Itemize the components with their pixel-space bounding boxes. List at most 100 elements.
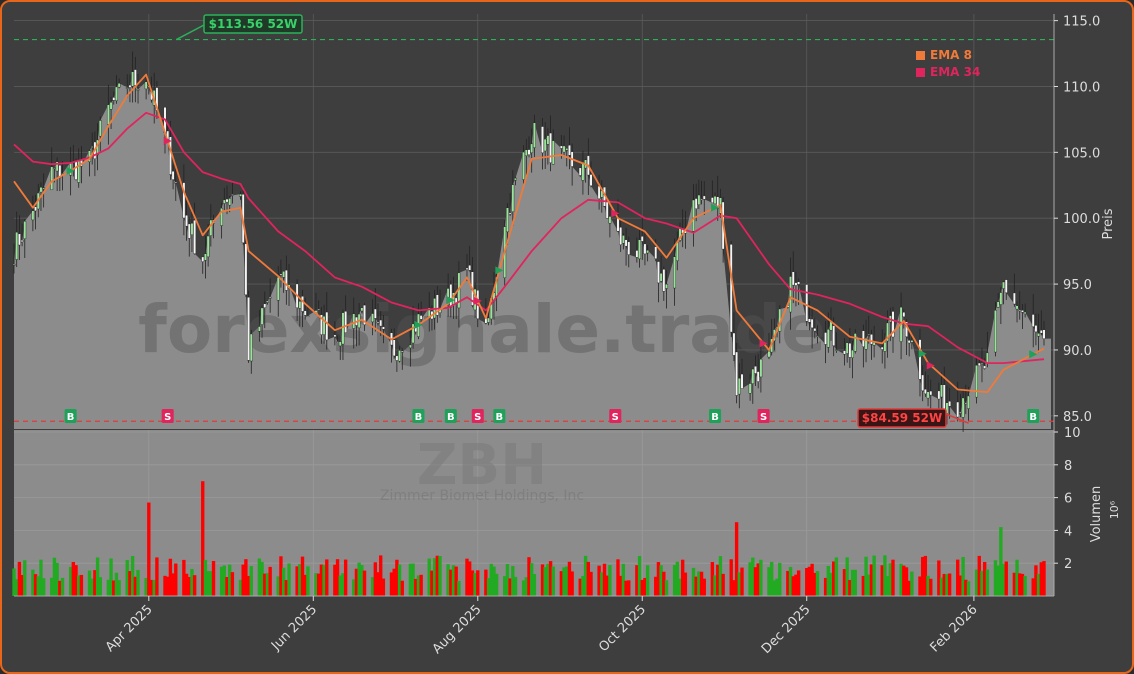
signal-marker — [446, 296, 455, 305]
candle-body — [408, 344, 412, 349]
signal-label: B — [496, 412, 504, 423]
volume-bar — [511, 566, 515, 596]
volume-bar — [600, 572, 604, 596]
volume-bar — [654, 576, 658, 596]
candle-body — [1018, 309, 1022, 312]
volume-bar — [729, 559, 733, 596]
candle-body — [1015, 305, 1019, 310]
volume-bar — [79, 574, 84, 596]
candle-body — [713, 196, 717, 205]
volume-bar — [1031, 578, 1035, 596]
volume-bar — [759, 559, 763, 596]
low-annotation: $84.59 52W — [857, 408, 969, 428]
candle-body — [627, 241, 631, 255]
volume-bar — [489, 563, 493, 596]
volume-bar — [454, 566, 458, 596]
candle-body — [106, 104, 110, 125]
volume-bar — [12, 568, 16, 596]
volume-bar — [449, 569, 453, 596]
candle-body — [816, 335, 819, 337]
volume-bar — [187, 576, 191, 596]
candle-body — [1004, 279, 1008, 293]
candle-body — [131, 71, 135, 87]
candle-body — [511, 184, 515, 212]
volume-bar — [155, 557, 159, 596]
candle-body — [675, 241, 679, 262]
volume-bar — [149, 579, 154, 596]
candle-body — [621, 235, 625, 244]
volume-bar — [637, 555, 642, 596]
candle-body — [756, 371, 760, 382]
volume-bar — [414, 578, 418, 596]
volume-bar — [605, 575, 609, 596]
volume-bar — [335, 559, 340, 596]
volume-bar — [257, 558, 262, 596]
candle-body — [605, 201, 609, 219]
volume-bar — [36, 576, 40, 596]
legend: EMA 8 EMA 34 — [916, 48, 980, 79]
signal-label: B — [67, 412, 75, 423]
candle-body — [813, 328, 817, 332]
volume-bar — [869, 564, 874, 596]
candle-body — [522, 151, 526, 180]
buy-signal: B — [412, 320, 425, 423]
signal-marker — [495, 266, 504, 275]
candle-body — [109, 102, 113, 110]
volume-bar — [465, 558, 469, 596]
volume-bar — [848, 579, 852, 596]
volume-bar — [546, 563, 550, 596]
candle-body — [379, 319, 383, 327]
candle-body — [940, 384, 943, 398]
candle-body — [665, 283, 668, 289]
volume-bar — [788, 566, 793, 596]
volume-bar — [807, 566, 812, 596]
volume-bar — [60, 577, 65, 596]
candle-body — [735, 351, 739, 396]
volume-bar — [675, 561, 679, 596]
x-tick-label: Jun 2025 — [268, 602, 320, 654]
volume-bar — [937, 560, 941, 596]
candle-body — [42, 187, 46, 190]
volume-bar — [87, 570, 92, 596]
volume-bar — [287, 563, 291, 596]
candle-body — [58, 165, 62, 179]
price-tick-label: 95.0 — [1063, 278, 1092, 293]
candle-body — [174, 182, 178, 184]
candle-body — [168, 136, 172, 175]
volume-bar — [721, 573, 725, 596]
signal-label: S — [612, 412, 619, 423]
candle-body — [487, 317, 490, 323]
volume-bar — [929, 578, 933, 596]
candle-body — [759, 358, 763, 378]
candle-body — [967, 395, 970, 409]
high-annotation: $113.56 52W — [176, 14, 303, 41]
candle-body — [201, 256, 205, 262]
volume-bar — [980, 570, 984, 596]
legend-ema8-label: EMA 8 — [930, 48, 972, 62]
candle-body — [624, 239, 628, 247]
volume-bar — [209, 571, 213, 596]
volume-bar — [961, 556, 965, 596]
volume-bar — [996, 565, 1000, 596]
volume-bar — [492, 566, 496, 596]
candle-body — [468, 264, 472, 271]
volume-bar — [152, 580, 156, 596]
volume-bar — [1036, 573, 1041, 596]
candle-body — [144, 81, 148, 90]
candle-body — [1034, 325, 1038, 333]
volume-bar — [486, 578, 491, 596]
candle-body — [508, 212, 512, 215]
candle-body — [808, 318, 811, 323]
volume-bar — [734, 522, 739, 596]
candle-body — [298, 301, 302, 309]
candle-body — [546, 135, 550, 145]
volume-bar — [904, 567, 909, 596]
volume-bar — [885, 576, 890, 596]
candle-body — [975, 365, 978, 398]
candle-body — [832, 325, 836, 346]
candle-body — [694, 198, 698, 209]
volume-bar — [521, 580, 526, 596]
volume-bar — [333, 564, 337, 596]
candle-body — [700, 198, 703, 201]
volume-bar — [389, 572, 394, 596]
